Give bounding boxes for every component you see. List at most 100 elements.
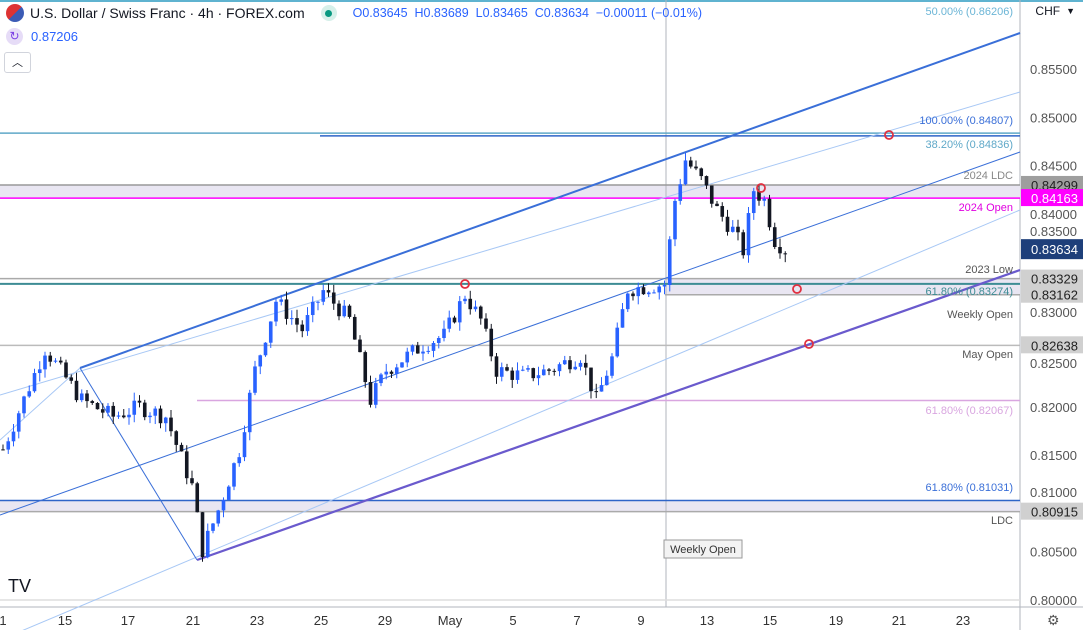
refresh-icon[interactable]: ↻: [6, 28, 23, 45]
candle-body: [289, 318, 294, 320]
symbol-title[interactable]: U.S. Dollar / Swiss Franc · 4h · FOREX.c…: [30, 5, 305, 21]
price-tag-bg: [1021, 175, 1083, 193]
y-tick-label: 0.81500: [1030, 448, 1077, 463]
chevron-down-icon: ▼: [1066, 6, 1075, 16]
y-tick-label: 0.81000: [1030, 485, 1077, 500]
candle-body: [442, 328, 446, 339]
candle-body: [79, 393, 84, 401]
candle-body: [331, 292, 336, 304]
candle-body: [69, 377, 74, 381]
candle-body: [625, 293, 630, 310]
candle-body: [310, 301, 315, 316]
candle-body: [100, 409, 105, 413]
tradingview-logo-icon: TV: [8, 576, 31, 596]
candle-body: [688, 160, 693, 167]
candle-body: [221, 499, 226, 511]
candle-body: [762, 198, 767, 201]
candle-body: [568, 360, 572, 370]
candle-body: [226, 486, 231, 500]
candle-body: [337, 303, 341, 317]
change-value: −0.00011 (−0.01%): [595, 6, 703, 20]
candle-body: [757, 191, 761, 201]
candle-body: [426, 350, 431, 352]
level-label: 61.80% (0.83274): [926, 286, 1013, 298]
candle-body: [730, 226, 735, 232]
ohlc-readout: O0.83645 H0.83689 L0.83465 C0.83634 −0.0…: [353, 6, 702, 20]
candle-body: [95, 402, 100, 410]
x-tick-label: 23: [956, 613, 970, 628]
candle-body: [463, 298, 467, 302]
candle-body: [589, 367, 593, 392]
market-open-icon: [320, 5, 337, 21]
x-tick-label: 25: [314, 613, 328, 628]
candle-body: [447, 317, 452, 329]
indicator-row: ↻ 0.87206: [6, 28, 78, 45]
candle-body: [772, 227, 777, 248]
candle-body: [242, 432, 247, 458]
chart-header: U.S. Dollar / Swiss Franc · 4h · FOREX.c…: [6, 4, 702, 22]
x-tick-label: 13: [700, 613, 714, 628]
x-tick-label: May: [438, 613, 463, 628]
candle-body: [583, 362, 588, 368]
channel-median: [0, 151, 1021, 516]
price-tag: 0.83162: [1031, 288, 1078, 303]
candle-body: [268, 321, 273, 343]
close-value: C0.83634: [534, 6, 589, 20]
candle-body: [709, 185, 714, 204]
candle-body: [468, 298, 473, 310]
y-tick-label: 0.83500: [1030, 224, 1077, 239]
candle-body: [195, 483, 200, 513]
candle-body: [557, 364, 562, 372]
price-tag-bg: [1021, 269, 1083, 287]
level-label: 100.00% (0.84807): [919, 115, 1013, 127]
candle-body: [657, 286, 662, 293]
candle-body: [58, 360, 63, 363]
pitchfork-handle: [79, 367, 198, 561]
indicator-value: 0.87206: [31, 29, 78, 44]
candle-body: [232, 463, 236, 487]
candle-body: [43, 355, 47, 370]
currency-selector[interactable]: CHF ▼: [1035, 4, 1075, 18]
x-tick-label: 5: [509, 613, 516, 628]
candle-body: [746, 213, 751, 256]
collapse-button[interactable]: ︿: [4, 52, 31, 73]
settings-icon[interactable]: ⚙: [1047, 612, 1060, 628]
candle-body: [321, 290, 326, 302]
price-tag-bg: [1021, 336, 1083, 354]
candle-body: [604, 375, 609, 386]
candle-body: [620, 309, 625, 328]
candle-body: [667, 239, 672, 285]
candle-body: [683, 160, 688, 185]
candle-body: [473, 306, 478, 310]
zone-weekly-open: [665, 278, 1020, 295]
candle-body: [421, 351, 425, 354]
candle-body: [11, 431, 16, 442]
y-tick-label: 0.82000: [1030, 400, 1077, 415]
x-tick-label: 7: [573, 613, 580, 628]
candle-body: [142, 402, 147, 418]
candle-body: [326, 290, 331, 293]
low-value: L0.83465: [475, 6, 528, 20]
level-label: Weekly Open: [947, 309, 1013, 321]
candle-body: [127, 414, 131, 418]
candle-body: [111, 405, 116, 417]
candle-body: [631, 293, 635, 297]
candle-body: [184, 451, 189, 479]
candle-body: [694, 166, 698, 169]
candle-body: [179, 444, 184, 452]
currency-label: CHF: [1035, 4, 1061, 18]
level-label: May Open: [962, 349, 1013, 361]
candle-body: [646, 292, 651, 295]
candle-body: [594, 391, 599, 393]
candle-body: [163, 417, 168, 424]
candle-body: [783, 253, 788, 255]
candle-body: [615, 327, 620, 357]
zone-ldc: [0, 500, 1020, 512]
y-tick-label: 0.80000: [1030, 593, 1077, 608]
candle-body: [415, 345, 420, 354]
price-tag-bg: [1021, 285, 1083, 303]
candle-body: [158, 408, 163, 424]
candle-body: [169, 417, 173, 432]
candle-body: [478, 306, 483, 319]
